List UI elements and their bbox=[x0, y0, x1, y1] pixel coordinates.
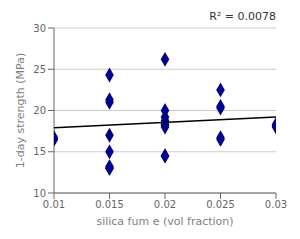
svg-text:20: 20 bbox=[33, 105, 46, 116]
svg-text:30: 30 bbox=[33, 23, 46, 34]
svg-text:10: 10 bbox=[33, 188, 46, 199]
svg-text:silica fum e (vol fraction): silica fum e (vol fraction) bbox=[96, 215, 233, 228]
svg-text:0.025: 0.025 bbox=[206, 199, 235, 210]
html-text:R² = 0.0078: R² = 0.0078 bbox=[209, 10, 276, 23]
svg-text:0.02: 0.02 bbox=[154, 199, 176, 210]
svg-text:0.03: 0.03 bbox=[265, 199, 287, 210]
svg-text:25: 25 bbox=[33, 64, 46, 75]
svg-text:0.015: 0.015 bbox=[95, 199, 124, 210]
svg-text:1-day strength (MPa): 1-day strength (MPa) bbox=[14, 53, 27, 168]
svg-text:15: 15 bbox=[33, 146, 46, 157]
svg-text:0.01: 0.01 bbox=[43, 199, 65, 210]
